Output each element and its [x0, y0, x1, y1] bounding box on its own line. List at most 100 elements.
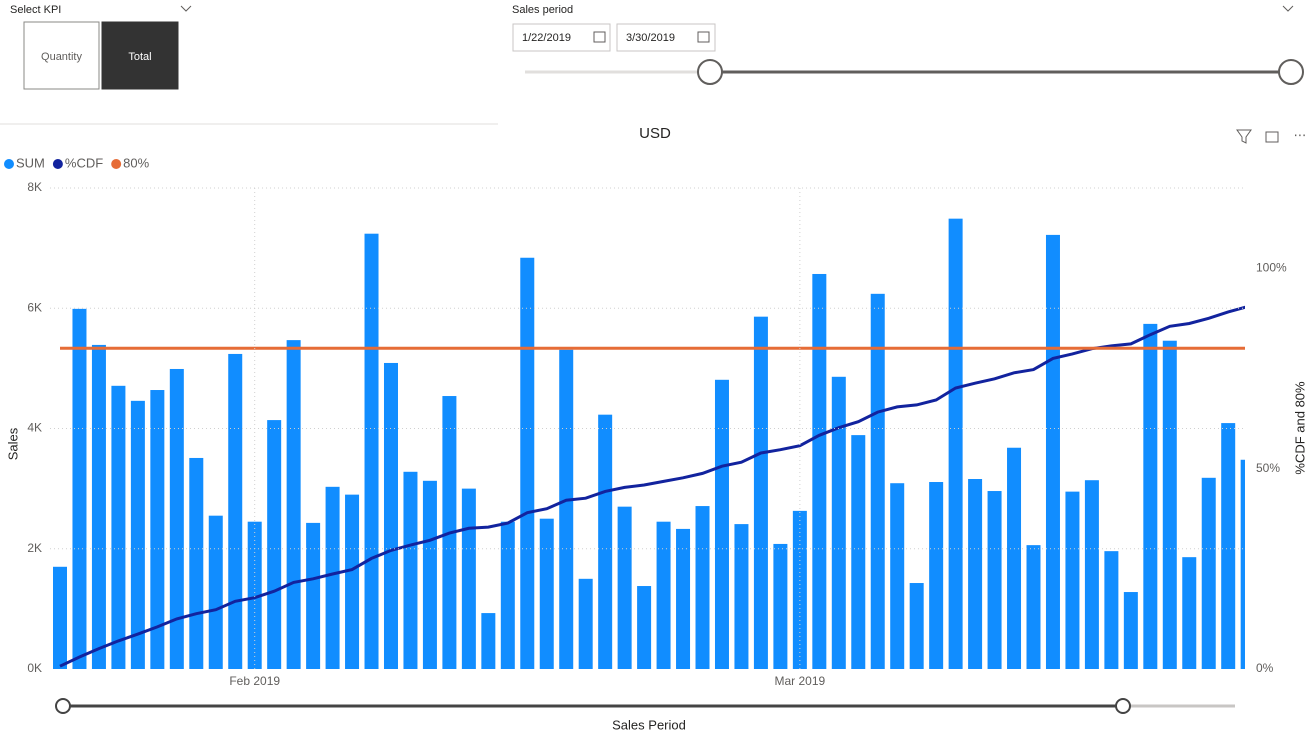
y2-tick-label: 50% [1256, 461, 1280, 475]
bar [870, 293, 885, 669]
bar [890, 483, 905, 669]
bar [637, 586, 652, 669]
legend-marker [4, 159, 14, 169]
slicer-title: Select KPI [10, 4, 61, 16]
bar [403, 471, 418, 669]
bar [286, 340, 301, 669]
bar [773, 543, 788, 669]
legend-label: 80% [123, 155, 149, 170]
focus-icon[interactable] [1265, 131, 1279, 143]
bar [676, 528, 691, 669]
bar [364, 233, 379, 669]
filter-icon[interactable] [1236, 129, 1252, 144]
bar [1221, 423, 1236, 669]
bar [1007, 447, 1022, 669]
bar [1045, 234, 1060, 669]
legend-label: %CDF [65, 155, 103, 170]
bar [1084, 480, 1099, 669]
bar [1026, 545, 1041, 669]
bar [929, 482, 944, 669]
legend-marker [52, 159, 63, 169]
date-text[interactable]: 3/30/2019 [626, 32, 675, 44]
bar [753, 316, 768, 669]
calendar-icon[interactable] [593, 31, 606, 43]
y-tick-label: 8K [27, 180, 42, 194]
calendar-icon[interactable] [697, 31, 710, 43]
bar [1182, 557, 1197, 669]
option-label[interactable]: Total [128, 51, 151, 63]
bar [987, 491, 1002, 669]
bar [695, 506, 710, 669]
bar [578, 578, 593, 669]
bar [481, 613, 496, 669]
more-icon[interactable]: ⋯ [1294, 127, 1307, 142]
bar [734, 524, 749, 669]
bar [228, 353, 243, 669]
chart-title: USD [639, 125, 671, 142]
line [59, 305, 1245, 668]
option-button[interactable] [23, 21, 100, 90]
bar [831, 376, 846, 669]
bar [189, 457, 204, 669]
slider-handle[interactable] [1278, 59, 1304, 85]
bar [383, 362, 398, 669]
zoom-handle[interactable] [1115, 698, 1131, 714]
bar [812, 273, 827, 669]
bar [53, 566, 67, 669]
bar [1162, 340, 1177, 669]
y2-tick-label: 0% [1256, 661, 1274, 675]
bar [150, 390, 165, 669]
bar [792, 510, 807, 669]
bar [1104, 551, 1119, 669]
legend-marker [111, 159, 122, 169]
bar [267, 420, 282, 669]
zoom-handle[interactable] [55, 698, 71, 714]
bar [345, 494, 360, 669]
option-label[interactable]: Quantity [41, 51, 82, 63]
x-axis-title: Sales Period [612, 717, 686, 732]
bar [306, 522, 321, 669]
bar [656, 521, 671, 669]
x-tick-label: Feb 2019 [229, 674, 280, 688]
bar [1201, 477, 1216, 669]
option-button-selected[interactable] [101, 21, 179, 90]
bar [714, 379, 729, 669]
y2-tick-label: 100% [1256, 260, 1287, 274]
y-tick-label: 2K [27, 541, 42, 555]
bar [111, 385, 126, 669]
y-tick-label: 0K [27, 661, 42, 675]
x-tick-label: Mar 2019 [775, 674, 826, 688]
date-input[interactable] [616, 23, 716, 52]
bar [130, 400, 145, 669]
bar [91, 344, 106, 669]
y-tick-label: 6K [27, 300, 42, 314]
date-text[interactable]: 1/22/2019 [522, 32, 571, 44]
y2-axis-title: %CDF and 80% [1292, 381, 1307, 475]
slider-handle[interactable] [697, 59, 723, 85]
bar [500, 521, 515, 669]
dropdown-icon[interactable] [1282, 5, 1294, 12]
bar [948, 218, 963, 669]
bar [559, 349, 574, 669]
bar [1123, 592, 1138, 669]
bar [169, 368, 184, 669]
bar [72, 308, 87, 669]
bar [1143, 323, 1158, 669]
dropdown-icon[interactable] [180, 5, 192, 12]
bar [520, 257, 535, 669]
y-axis-title: Sales [5, 427, 20, 460]
plot-area [53, 218, 1245, 669]
slicer-title: Sales period [512, 4, 573, 16]
bar [598, 414, 613, 669]
bar [968, 479, 983, 669]
bar [208, 515, 223, 669]
bar [325, 486, 340, 669]
bar [1240, 459, 1245, 669]
y-tick-label: 4K [27, 421, 42, 435]
bar [909, 583, 924, 669]
bar [539, 518, 554, 669]
bar [247, 521, 262, 669]
bar [1065, 491, 1080, 669]
